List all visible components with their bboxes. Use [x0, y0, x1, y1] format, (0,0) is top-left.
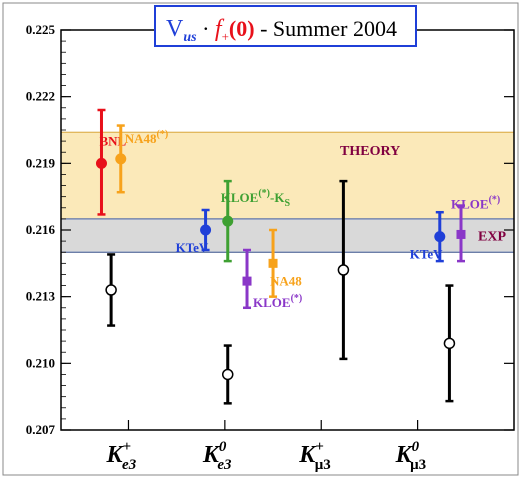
marker-circle [222, 215, 234, 227]
band-exp [60, 218, 515, 253]
point-label: KLOE(*)-KS [221, 188, 291, 209]
x-axis: K+ e3 K0 e3 K+ μ3 K0 μ3 [105, 420, 426, 473]
data-point-open-11 [443, 284, 456, 403]
chart-title: Vus · f+(0) - Summer 2004 [154, 5, 417, 47]
outer-frame [2, 2, 519, 476]
y-tick-label: 0.210 [26, 355, 55, 370]
data-point-kloe: KLOE(*) [242, 248, 302, 310]
y-tick-label: 0.207 [26, 422, 56, 437]
data-point-ktev: KTeV [410, 210, 446, 263]
title-v-sub: us [183, 30, 197, 45]
point-label: KLOE(*) [253, 293, 302, 310]
x-category-label: K0 μ3 [395, 439, 427, 473]
marker-square [268, 258, 278, 268]
title-text: Vus · f+(0) - Summer 2004 [166, 16, 397, 45]
marker-circle [434, 231, 446, 243]
y-axis: 0.207 0.210 0.213 0.216 0.219 0.222 0.225 [26, 22, 514, 437]
title-box [154, 5, 417, 47]
point-label: NA48 [270, 273, 302, 288]
data-point-open-7 [221, 344, 234, 405]
marker-circle [200, 224, 212, 236]
title-dot: · [197, 16, 215, 41]
title-f-sub: + [222, 29, 229, 44]
y-tick-label: 0.225 [26, 22, 56, 37]
data-point-na48: NA48(*) [115, 124, 168, 194]
marker-open-circle [443, 337, 456, 350]
marker-open-circle [105, 284, 117, 296]
point-label: KTeV [410, 247, 443, 262]
x-category-label: K+ e3 [105, 439, 136, 473]
band-label-theory: THEORY [340, 144, 400, 159]
data-point-ktev: KTeV [176, 208, 212, 255]
marker-circle [115, 153, 127, 165]
title-f: f [215, 16, 225, 42]
bands: THEORY EXP [60, 131, 515, 253]
data-point-open-8 [337, 179, 350, 361]
data-point-kloe: KLOE(*) [451, 194, 500, 263]
y-tick-label: 0.213 [26, 289, 56, 304]
title-rest: - Summer 2004 [255, 16, 397, 41]
title-v: V [166, 16, 184, 42]
y-tick-label: 0.222 [26, 89, 55, 104]
y-tick-label: 0.216 [26, 222, 56, 237]
point-label: KLOE(*) [451, 194, 500, 211]
marker-open-circle [221, 368, 234, 381]
point-label: BNL [99, 133, 126, 148]
marker-square [456, 229, 466, 239]
band-label-exp: EXP [478, 230, 506, 245]
data-point-na48: NA48 [268, 228, 302, 298]
point-label: KTeV [176, 240, 209, 255]
y-tick-label: 0.219 [26, 155, 56, 170]
data-point-open-2 [105, 253, 117, 327]
marker-circle [95, 157, 107, 169]
marker-square [242, 276, 252, 286]
x-category-label: K+ μ3 [298, 439, 331, 473]
point-label: NA48(*) [125, 129, 168, 146]
title-zero: (0) [229, 16, 255, 41]
marker-open-circle [337, 264, 350, 276]
x-category-label: K0 e3 [202, 439, 232, 473]
data-point-kloe-ks: KLOE(*)-KS [221, 179, 291, 263]
